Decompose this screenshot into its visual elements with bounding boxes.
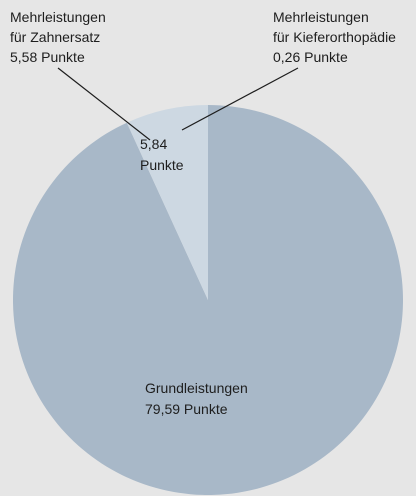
slice-mehrleistungen-value: 5,84	[140, 136, 167, 152]
pie-slice-grundleistungen	[12, 105, 403, 496]
slice-mehrleistungen-unit: Punkte	[140, 157, 184, 173]
leader-line-zahnersatz	[57, 67, 151, 141]
leader-line-kieferorthopaedie	[181, 67, 299, 131]
slice-grundleistungen-value: 79,59 Punkte	[145, 401, 228, 417]
label-kieferorthopaedie-value: 0,26 Punkte	[273, 49, 348, 65]
pie-slice-mehrleistungen	[126, 105, 208, 300]
label-kieferorthopaedie-title: Mehrleistungen	[273, 9, 369, 25]
label-zahnersatz-subtitle: für Zahnersatz	[10, 29, 100, 45]
label-kieferorthopaedie-subtitle: für Kieferorthopädie	[273, 29, 396, 45]
label-zahnersatz-title: Mehrleistungen	[10, 9, 106, 25]
label-zahnersatz-value: 5,58 Punkte	[10, 49, 85, 65]
slice-grundleistungen-label: Grundleistungen	[145, 380, 248, 396]
